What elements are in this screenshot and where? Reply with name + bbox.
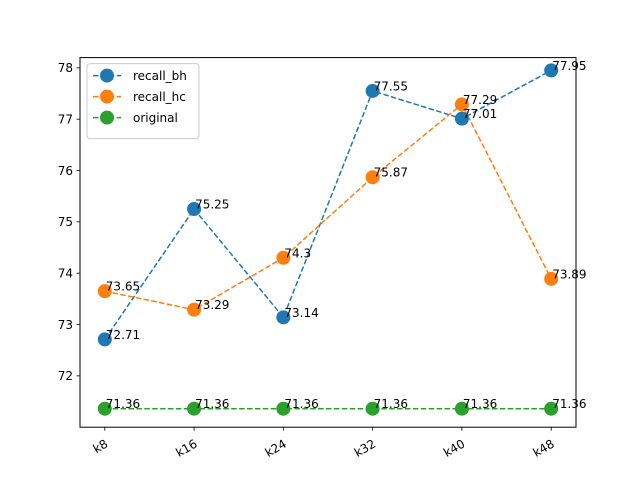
data-point-recall_hc: [187, 302, 202, 317]
data-labels: 72.71 75.25 73.14 77.55 77.01 77.95 73.65 73.29…: [106, 59, 587, 411]
x-axis: k8 k16 k24 k32 k40 k48: [91, 427, 557, 460]
legend-marker-recall_bh: [100, 68, 114, 83]
x-tick-label: k24: [263, 437, 289, 460]
data-point-recall_hc: [365, 170, 380, 185]
legend-marker-recall_hc: [100, 89, 114, 104]
data-label-recall_hc: 74.3: [284, 246, 311, 260]
y-tick-label: 73: [58, 318, 73, 332]
y-axis: 72 73 74 75 76 77 78: [58, 61, 80, 383]
y-tick-label: 74: [58, 267, 73, 281]
data-point-original: [544, 401, 559, 416]
data-point-recall_bh: [276, 310, 291, 325]
data-label-recall_bh: 77.01: [463, 107, 497, 121]
data-label-recall_bh: 75.25: [195, 198, 229, 212]
data-point-recall_bh: [454, 111, 469, 126]
legend-marker-original: [100, 110, 114, 125]
y-tick-label: 72: [58, 369, 73, 383]
data-label-recall_hc: 77.29: [463, 93, 497, 107]
legend-label-recall_hc: recall_hc: [133, 90, 186, 104]
data-point-recall_hc: [544, 271, 559, 286]
data-label-original: 71.36: [552, 397, 586, 411]
data-point-recall_bh: [97, 332, 112, 347]
data-label-original: 71.36: [195, 397, 229, 411]
x-tick-label: k8: [91, 437, 111, 456]
data-label-recall_hc: 73.29: [195, 298, 229, 312]
series-layer: [97, 63, 559, 416]
data-point-recall_hc: [276, 250, 291, 265]
data-point-recall_bh: [187, 202, 202, 217]
data-point-recall_bh: [544, 63, 559, 78]
data-label-recall_bh: 77.95: [552, 59, 586, 73]
plot-frame: [79, 57, 577, 428]
legend-label-original: original: [133, 111, 178, 125]
y-tick-label: 77: [58, 113, 73, 127]
data-label-original: 71.36: [463, 397, 497, 411]
data-label-recall_hc: 73.65: [106, 280, 140, 294]
x-tick-label: k48: [530, 437, 556, 460]
y-tick-label: 78: [58, 61, 73, 75]
data-label-recall_bh: 77.55: [374, 79, 408, 93]
legend-box: [86, 63, 200, 140]
legend: recall_bh recall_hc original: [86, 63, 200, 140]
data-label-recall_hc: 75.87: [374, 166, 408, 180]
series-line-recall_hc: [104, 103, 552, 311]
y-tick-label: 75: [58, 215, 73, 229]
data-label-original: 71.36: [106, 397, 140, 411]
data-label-recall_hc: 73.89: [552, 267, 586, 281]
legend-label-recall_bh: recall_bh: [133, 69, 187, 83]
data-point-original: [365, 401, 380, 416]
x-tick-label: k40: [441, 437, 467, 460]
data-point-recall_hc: [97, 284, 112, 299]
data-point-original: [454, 401, 469, 416]
data-point-original: [276, 401, 291, 416]
data-label-recall_bh: 73.14: [284, 306, 318, 320]
data-label-original: 71.36: [284, 397, 318, 411]
data-point-original: [187, 401, 202, 416]
x-tick-label: k16: [173, 437, 199, 460]
data-label-recall_bh: 72.71: [106, 328, 140, 342]
x-tick-label: k32: [352, 437, 378, 460]
series-line-recall_bh: [104, 69, 552, 340]
y-tick-label: 76: [58, 164, 73, 178]
data-point-original: [97, 401, 112, 416]
data-point-recall_hc: [454, 97, 469, 112]
data-label-original: 71.36: [374, 397, 408, 411]
data-point-recall_bh: [365, 83, 380, 98]
